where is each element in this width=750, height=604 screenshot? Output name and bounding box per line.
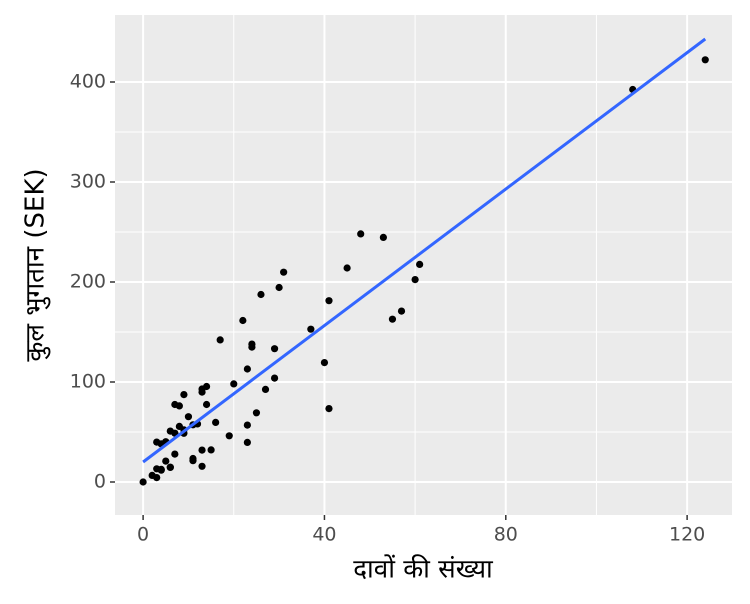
point <box>198 462 206 470</box>
point <box>270 374 279 382</box>
point <box>212 418 220 426</box>
point <box>175 402 183 410</box>
point <box>230 380 238 388</box>
point <box>171 450 179 458</box>
point <box>153 438 161 446</box>
point <box>357 230 365 238</box>
point <box>270 345 279 353</box>
point <box>239 316 247 325</box>
point <box>325 297 333 305</box>
point <box>343 264 351 272</box>
point <box>416 260 424 268</box>
point <box>175 422 183 430</box>
y-tick-label: 0 <box>94 471 106 493</box>
point <box>320 359 329 367</box>
point <box>180 391 188 399</box>
x-tick-label: 120 <box>669 524 705 546</box>
point <box>261 385 270 393</box>
y-tick-label: 300 <box>70 171 106 193</box>
fit-line <box>142 37 707 464</box>
point <box>162 457 170 465</box>
y-tick-label: 400 <box>70 71 106 93</box>
point <box>243 365 251 373</box>
y-tick-label: 100 <box>70 371 106 393</box>
point <box>225 432 233 440</box>
point <box>216 336 224 344</box>
point <box>207 446 215 454</box>
point <box>166 427 174 435</box>
x-tick-label: 80 <box>494 524 518 546</box>
point <box>202 382 211 391</box>
x-tick-label: 40 <box>312 524 336 546</box>
point <box>139 478 147 486</box>
point <box>325 405 333 413</box>
point <box>257 290 265 299</box>
y-tick-label: 200 <box>70 271 106 293</box>
point <box>243 421 251 429</box>
point <box>248 340 256 348</box>
point <box>397 307 406 315</box>
point <box>157 465 165 473</box>
point <box>166 463 174 471</box>
point <box>280 268 288 276</box>
point <box>198 446 206 454</box>
point <box>153 474 161 482</box>
point <box>379 233 387 241</box>
point <box>184 413 193 421</box>
point <box>189 457 197 465</box>
x-axis-title: दावों की संख्या <box>353 554 494 585</box>
point <box>411 276 419 284</box>
point <box>388 315 397 323</box>
point <box>252 409 261 417</box>
point <box>202 400 211 409</box>
point <box>275 283 283 292</box>
point <box>243 438 251 446</box>
point <box>307 325 315 333</box>
x-tick-label: 0 <box>137 524 149 546</box>
y-axis-title: कुल भुगतान (SEK) <box>21 168 51 361</box>
point <box>701 56 709 64</box>
